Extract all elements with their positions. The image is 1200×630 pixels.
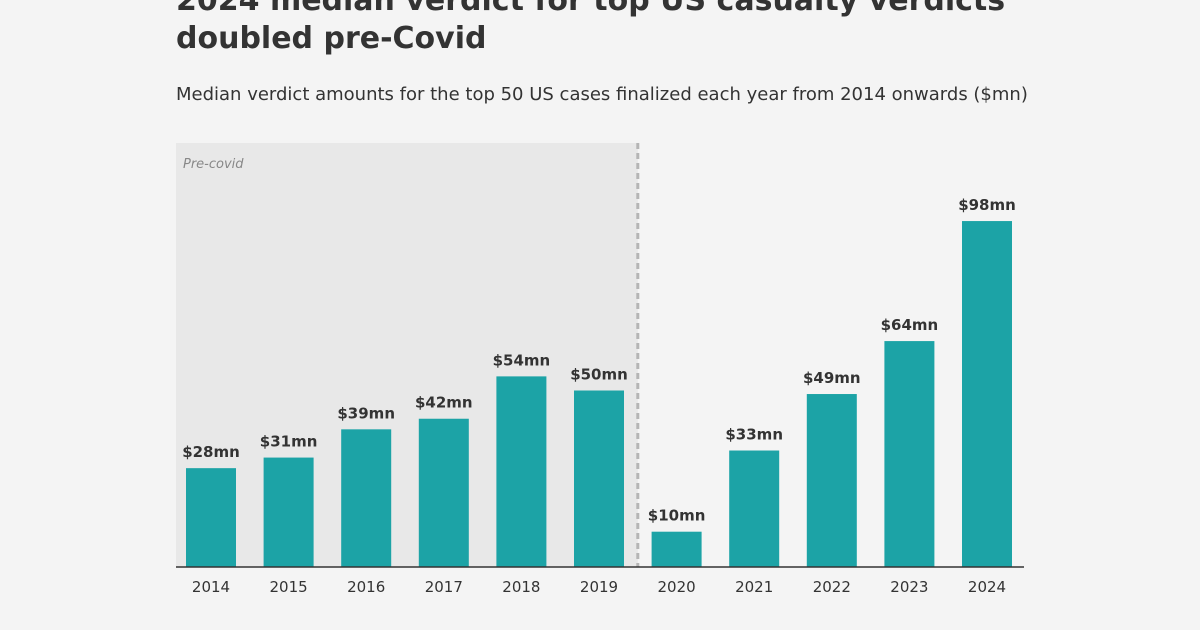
- value-label-2024: $98mn: [958, 196, 1016, 214]
- value-label-2014: $28mn: [182, 443, 240, 461]
- x-tick-label-2017: 2017: [425, 578, 463, 596]
- bar-2017: [418, 418, 469, 567]
- x-tick-label-2022: 2022: [813, 578, 851, 596]
- value-label-2017: $42mn: [415, 394, 473, 412]
- value-label-2021: $33mn: [725, 426, 783, 444]
- chart-title: 2024 median verdict for top US casualty …: [176, 0, 1006, 56]
- chart-subtitle: Median verdict amounts for the top 50 US…: [176, 84, 1028, 105]
- bar-2019: [574, 390, 624, 567]
- bar-2018: [496, 376, 547, 567]
- value-label-2023: $64mn: [881, 316, 939, 334]
- bar-2021: [729, 450, 780, 567]
- x-tick-label-2023: 2023: [890, 578, 928, 596]
- value-label-2018: $54mn: [493, 351, 551, 369]
- value-label-2015: $31mn: [260, 433, 318, 451]
- x-tick-label-2020: 2020: [658, 578, 696, 596]
- bar-2016: [341, 429, 392, 567]
- bar-2022: [806, 394, 857, 567]
- value-label-2019: $50mn: [570, 366, 628, 384]
- value-label-2020: $10mn: [648, 507, 706, 525]
- x-tick-label-2016: 2016: [347, 578, 385, 596]
- x-tick-label-2014: 2014: [192, 578, 230, 596]
- x-tick-label-2019: 2019: [580, 578, 618, 596]
- x-tick-label-2018: 2018: [502, 578, 540, 596]
- x-tick-label-2015: 2015: [270, 578, 308, 596]
- bar-2024: [962, 221, 1012, 567]
- pre-covid-label: Pre-covid: [183, 157, 244, 172]
- bar-2015: [263, 457, 314, 567]
- value-label-2016: $39mn: [337, 404, 395, 422]
- bar-2023: [884, 341, 935, 567]
- value-label-2022: $49mn: [803, 369, 861, 387]
- x-tick-label-2021: 2021: [735, 578, 773, 596]
- x-tick-label-2024: 2024: [968, 578, 1006, 596]
- pre-covid-shaded-region: [176, 143, 638, 567]
- bar-2020: [651, 531, 702, 567]
- bar-2014: [186, 468, 236, 567]
